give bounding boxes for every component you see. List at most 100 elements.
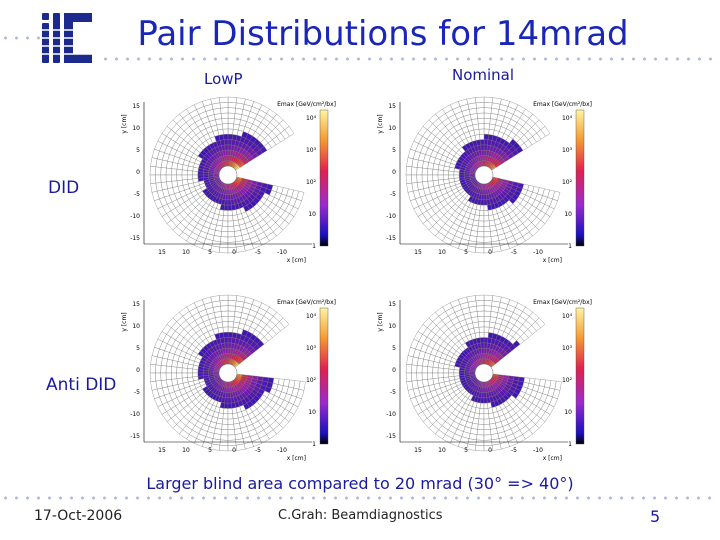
footer-dotted-rule	[0, 496, 716, 500]
y-tick-label: 15	[388, 103, 396, 110]
z-tick-label: 10⁴	[562, 313, 573, 320]
column-header-nominal: Nominal	[452, 66, 515, 84]
y-tick-label: 0	[392, 367, 396, 374]
plot-did-lowp: 15 10 5 0 -5 -10 -15 15 10 5 0 -5 -10 y [cm] x [cm] Ema…	[116, 96, 342, 266]
y-tick-label: 10	[388, 323, 396, 330]
color-scale-bar	[319, 109, 329, 247]
y-tick-label: -10	[130, 411, 140, 418]
plot-did-nominal: 15 10 5 0 -5 -10 -15 15 10 5 0 -5 -10 y [cm] x [cm] Ema…	[372, 96, 598, 266]
z-tick-label: 10²	[562, 179, 573, 186]
y-tick-label: 15	[132, 103, 140, 110]
title-dotted-rule	[100, 57, 716, 61]
x-tick-label: 15	[158, 447, 166, 454]
plot-detector-sensors	[149, 96, 305, 254]
z-tick-label: 10	[564, 409, 572, 416]
plot-detector-sensors	[149, 294, 306, 452]
y-tick-label: -5	[134, 389, 140, 396]
color-scale-bar	[575, 307, 585, 445]
y-tick-label: -10	[386, 411, 396, 418]
x-tick-label: -10	[533, 249, 543, 256]
y-tick-label: -15	[386, 235, 396, 242]
y-tick-label: 15	[388, 301, 396, 308]
y-axis-label: y [cm]	[377, 114, 384, 133]
z-tick-label: 10⁴	[306, 313, 317, 320]
x-tick-label: 5	[464, 249, 468, 256]
x-tick-label: 0	[232, 447, 236, 454]
footer-author: C.Grah: Beamdiagnostics	[278, 508, 443, 523]
x-tick-label: -5	[255, 249, 261, 256]
y-tick-label: -15	[386, 433, 396, 440]
color-scale-bar	[575, 109, 585, 247]
y-tick-label: 5	[136, 147, 140, 154]
z-tick-label: 10³	[562, 147, 573, 154]
z-tick-label: 10²	[562, 377, 573, 384]
x-tick-label: -5	[255, 447, 261, 454]
y-tick-label: 0	[136, 169, 140, 176]
z-axis-label: Emax [GeV/cm²/bx]	[533, 101, 592, 108]
z-tick-label: 10²	[306, 179, 317, 186]
x-tick-label: 5	[208, 447, 212, 454]
x-tick-label: 15	[414, 447, 422, 454]
column-header-lowp: LowP	[204, 70, 243, 88]
y-tick-label: 5	[392, 147, 396, 154]
z-tick-label: 1	[568, 243, 572, 250]
color-scale-bar	[319, 307, 329, 445]
plot-detector-sensors	[405, 96, 561, 254]
row-label-did: DID	[48, 178, 80, 198]
x-tick-label: 10	[438, 249, 446, 256]
footer-page-number: 5	[650, 507, 661, 526]
y-tick-label: -5	[390, 389, 396, 396]
y-tick-label: 10	[132, 125, 140, 132]
x-tick-label: -5	[511, 447, 517, 454]
y-tick-label: 0	[136, 367, 140, 374]
x-axis-label: x [cm]	[543, 257, 562, 264]
y-tick-label: 5	[136, 345, 140, 352]
ilc-logo	[40, 13, 100, 63]
slide-caption: Larger blind area compared to 20 mrad (3…	[146, 474, 574, 493]
y-tick-label: -15	[130, 433, 140, 440]
y-tick-label: -10	[130, 213, 140, 220]
plot-detector-sensors	[405, 294, 562, 452]
z-tick-label: 1	[568, 441, 572, 448]
z-tick-label: 10²	[306, 377, 317, 384]
y-tick-label: -10	[386, 213, 396, 220]
x-axis-label: x [cm]	[543, 455, 562, 462]
plot-antidid-lowp: 15 10 5 0 -5 -10 -15 15 10 5 0 -5 -10 y [cm] x [cm] Ema…	[116, 294, 342, 464]
x-tick-label: -10	[533, 447, 543, 454]
y-tick-label: -5	[134, 191, 140, 198]
plot-antidid-nominal: 15 10 5 0 -5 -10 -15 15 10 5 0 -5 -10 y [cm] x [cm] Ema…	[372, 294, 598, 464]
x-axis-label: x [cm]	[287, 455, 306, 462]
y-tick-label: -15	[130, 235, 140, 242]
z-axis-label: Emax [GeV/cm²/bx]	[533, 299, 592, 306]
z-tick-label: 1	[312, 441, 316, 448]
y-axis-label: y [cm]	[121, 114, 128, 133]
z-tick-label: 10	[308, 211, 316, 218]
y-tick-label: -5	[390, 191, 396, 198]
y-tick-label: 10	[388, 125, 396, 132]
row-label-anti-did: Anti DID	[46, 375, 117, 395]
x-tick-label: 5	[208, 249, 212, 256]
z-axis-label: Emax [GeV/cm²/bx]	[277, 299, 336, 306]
x-tick-label: -10	[277, 249, 287, 256]
x-tick-label: 10	[182, 447, 190, 454]
y-tick-label: 5	[392, 345, 396, 352]
y-tick-label: 10	[132, 323, 140, 330]
z-tick-label: 1	[312, 243, 316, 250]
x-axis-label: x [cm]	[287, 257, 306, 264]
x-tick-label: -5	[511, 249, 517, 256]
y-axis-label: y [cm]	[121, 312, 128, 331]
x-tick-label: 15	[414, 249, 422, 256]
z-tick-label: 10	[564, 211, 572, 218]
x-tick-label: 15	[158, 249, 166, 256]
z-tick-label: 10³	[306, 147, 317, 154]
z-tick-label: 10⁴	[306, 115, 317, 122]
y-tick-label: 15	[132, 301, 140, 308]
y-tick-label: 0	[392, 169, 396, 176]
z-tick-label: 10³	[562, 345, 573, 352]
footer-date: 17-Oct-2006	[34, 508, 123, 524]
x-tick-label: 0	[232, 249, 236, 256]
x-tick-label: 10	[182, 249, 190, 256]
top-left-dotted-rule	[0, 36, 40, 40]
z-tick-label: 10³	[306, 345, 317, 352]
z-tick-label: 10⁴	[562, 115, 573, 122]
